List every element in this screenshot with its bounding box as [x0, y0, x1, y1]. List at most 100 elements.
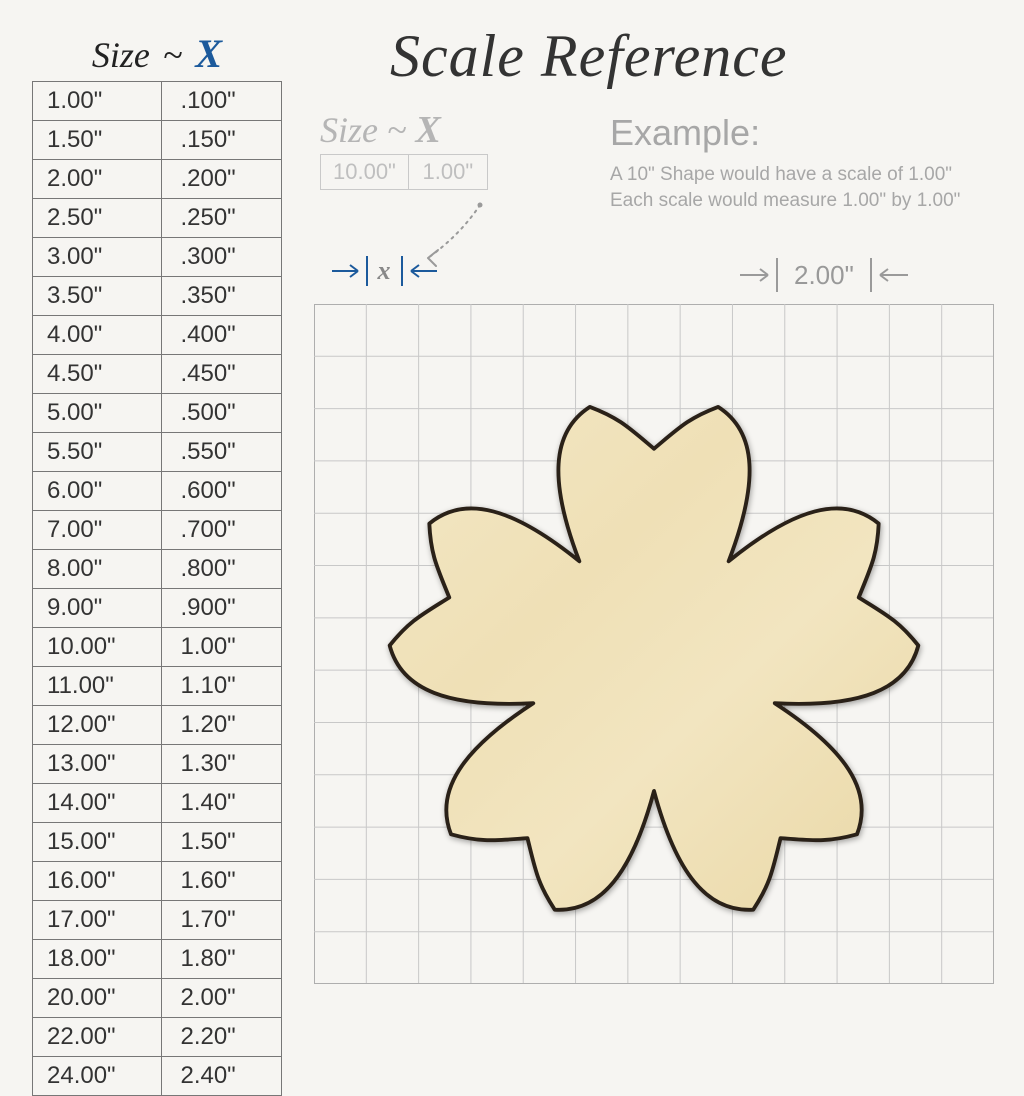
table-cell: 1.80" [162, 940, 282, 979]
table-cell: 1.00" [162, 628, 282, 667]
arrow-left-icon [405, 259, 437, 283]
table-cell: 3.50" [33, 277, 162, 316]
table-row: 6.00".600" [33, 472, 282, 511]
table-cell: .150" [162, 121, 282, 160]
table-cell: 11.00" [33, 667, 162, 706]
table-row: 5.50".550" [33, 433, 282, 472]
sec-size-label: Size [320, 110, 378, 150]
table-cell: 1.50" [162, 823, 282, 862]
secondary-cells: 10.00" 1.00" [320, 154, 488, 190]
table-cell: 4.50" [33, 355, 162, 394]
table-cell: 18.00" [33, 940, 162, 979]
table-row: 12.00"1.20" [33, 706, 282, 745]
table-row: 22.00"2.20" [33, 1018, 282, 1057]
table-cell: 1.70" [162, 901, 282, 940]
table-row: 15.00"1.50" [33, 823, 282, 862]
size-table: Size ~ X 1.00".100"1.50".150"2.00".200"2… [32, 30, 282, 1096]
sec-cell-size: 10.00" [320, 154, 408, 190]
tilde: ~ [163, 35, 182, 75]
table-cell: .900" [162, 589, 282, 628]
table-row: 16.00"1.60" [33, 862, 282, 901]
two-inch-label: 2.00" [794, 260, 854, 291]
table-cell: .200" [162, 160, 282, 199]
x-scale-indicator: x [314, 256, 454, 286]
table-row: 13.00"1.30" [33, 745, 282, 784]
secondary-header: Size ~ X [320, 108, 488, 152]
size-table-body: 1.00".100"1.50".150"2.00".200"2.50".250"… [32, 81, 282, 1096]
table-row: 11.00"1.10" [33, 667, 282, 706]
table-row: 5.00".500" [33, 394, 282, 433]
table-row: 4.50".450" [33, 355, 282, 394]
table-cell: 1.10" [162, 667, 282, 706]
table-cell: .100" [162, 82, 282, 121]
flower-shape [378, 388, 930, 940]
table-cell: 1.60" [162, 862, 282, 901]
table-cell: 1.50" [33, 121, 162, 160]
example-line-1: A 10" Shape would have a scale of 1.00" [610, 162, 960, 188]
table-cell: 20.00" [33, 979, 162, 1018]
table-row: 7.00".700" [33, 511, 282, 550]
table-row: 14.00"1.40" [33, 784, 282, 823]
table-row: 3.50".350" [33, 277, 282, 316]
table-cell: .600" [162, 472, 282, 511]
example-line-2: Each scale would measure 1.00" by 1.00" [610, 188, 960, 214]
table-cell: 9.00" [33, 589, 162, 628]
table-cell: 1.30" [162, 745, 282, 784]
size-table-header: Size ~ X [32, 30, 282, 81]
table-cell: 14.00" [33, 784, 162, 823]
page-title: Scale Reference [390, 22, 788, 91]
table-row: 17.00"1.70" [33, 901, 282, 940]
table-cell: .400" [162, 316, 282, 355]
table-cell: 1.40" [162, 784, 282, 823]
table-cell: .300" [162, 238, 282, 277]
table-cell: 22.00" [33, 1018, 162, 1057]
table-cell: 1.20" [162, 706, 282, 745]
arrow-left-gray-icon [874, 262, 908, 288]
tick-left-gray-icon [774, 258, 780, 292]
example-title: Example: [610, 112, 960, 154]
table-cell: .700" [162, 511, 282, 550]
table-cell: 12.00" [33, 706, 162, 745]
sec-tilde: ~ [387, 110, 406, 150]
x-label: X [195, 31, 222, 76]
table-cell: 2.50" [33, 199, 162, 238]
table-cell: .550" [162, 433, 282, 472]
table-cell: .250" [162, 199, 282, 238]
table-row: 9.00".900" [33, 589, 282, 628]
table-cell: .450" [162, 355, 282, 394]
table-cell: 15.00" [33, 823, 162, 862]
table-cell: 4.00" [33, 316, 162, 355]
table-row: 18.00"1.80" [33, 940, 282, 979]
table-cell: 2.00" [33, 160, 162, 199]
secondary-size-box: Size ~ X 10.00" 1.00" [320, 108, 488, 190]
table-cell: 5.50" [33, 433, 162, 472]
two-inch-indicator: 2.00" [740, 258, 908, 292]
table-cell: 3.00" [33, 238, 162, 277]
table-cell: .500" [162, 394, 282, 433]
table-cell: .800" [162, 550, 282, 589]
size-label: Size [92, 35, 150, 75]
table-cell: 16.00" [33, 862, 162, 901]
arrow-right-icon [332, 259, 364, 283]
table-cell: 2.00" [162, 979, 282, 1018]
table-cell: 6.00" [33, 472, 162, 511]
table-cell: 24.00" [33, 1057, 162, 1096]
sec-x-label: X [415, 109, 440, 151]
table-cell: 13.00" [33, 745, 162, 784]
table-row: 2.00".200" [33, 160, 282, 199]
table-cell: 1.00" [33, 82, 162, 121]
x-indicator-label: x [378, 256, 391, 286]
table-row: 8.00".800" [33, 550, 282, 589]
table-cell: 2.20" [162, 1018, 282, 1057]
table-cell: 2.40" [162, 1057, 282, 1096]
table-row: 20.00"2.00" [33, 979, 282, 1018]
table-row: 1.50".150" [33, 121, 282, 160]
table-cell: .350" [162, 277, 282, 316]
table-cell: 7.00" [33, 511, 162, 550]
tick-left-icon [364, 256, 370, 286]
example-text: Example: A 10" Shape would have a scale … [610, 112, 960, 213]
table-cell: 17.00" [33, 901, 162, 940]
table-row: 24.00"2.40" [33, 1057, 282, 1096]
table-row: 4.00".400" [33, 316, 282, 355]
table-row: 10.00"1.00" [33, 628, 282, 667]
